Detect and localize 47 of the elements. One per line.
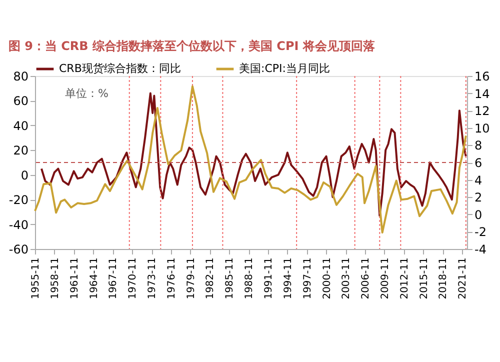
legend-label: CRB现货综合指数：同比 (59, 62, 181, 75)
y2-tick-label: 16 (474, 70, 490, 84)
y2-tick-label: -4 (474, 242, 486, 256)
y2-tick-label: 10 (474, 121, 490, 136)
x-tick-label: 2018-11 (438, 258, 450, 300)
x-tick-label: 2009-11 (380, 258, 391, 300)
x-tick-label: 1982-11 (205, 258, 216, 300)
x-tick-label: 1994-11 (282, 258, 294, 300)
y-tick-label: -40 (8, 218, 28, 232)
x-tick-label: 2012-11 (399, 258, 410, 300)
x-tick-label: 2003-11 (341, 258, 352, 300)
x-tick-label: 1955-11 (30, 258, 42, 300)
y-tick-label: -20 (8, 193, 28, 208)
y2-tick-label: 8 (474, 138, 482, 153)
legend-label: 美国:CPI:当月同比 (239, 62, 330, 75)
x-tick-label: 1997-11 (302, 258, 314, 300)
y-tick-label: 0 (20, 168, 28, 182)
x-tick-label: 1991-11 (263, 258, 274, 300)
x-tick-label: 1970-11 (128, 258, 139, 300)
y2-tick-label: 14 (474, 86, 490, 101)
y-tick-label: 20 (13, 144, 28, 158)
y-tick-label: 40 (13, 118, 28, 133)
x-tick-label: 1973-11 (147, 258, 158, 300)
chart-title: 图 9：当 CRB 综合指数摔落至个位数以下，美国 CPI 将会见顶回落 (8, 39, 376, 53)
x-tick-label: 2000-11 (322, 258, 333, 300)
y-tick-label: -60 (8, 242, 28, 256)
x-tick-label: 2015-11 (418, 258, 430, 300)
annotation: 单位：% (65, 87, 108, 100)
x-tick-label: 1964-11 (88, 258, 100, 300)
y2-tick-label: 4 (474, 173, 482, 188)
x-tick-label: 1988-11 (244, 258, 256, 300)
x-tick-label: 1958-11 (50, 258, 61, 300)
x-tick-label: 2006-11 (360, 258, 372, 300)
x-tick-label: 2021-11 (458, 258, 469, 300)
line-series (34, 85, 467, 234)
y2-tick-label: 0 (474, 208, 482, 222)
x-tick-label: 1961-11 (69, 258, 80, 300)
x-tick-label: 1967-11 (108, 258, 120, 300)
x-tick-label: 1985-11 (224, 258, 236, 300)
x-tick-label: 1979-11 (186, 258, 197, 300)
y2-tick-label: 6 (474, 156, 482, 170)
y2-tick-label: -2 (474, 225, 486, 240)
y2-tick-label: 12 (474, 104, 490, 118)
y-tick-label: 80 (13, 70, 28, 84)
y-tick-label: 60 (13, 94, 28, 108)
y2-tick-label: 2 (474, 190, 482, 205)
x-tick-label: 1976-11 (166, 258, 178, 300)
